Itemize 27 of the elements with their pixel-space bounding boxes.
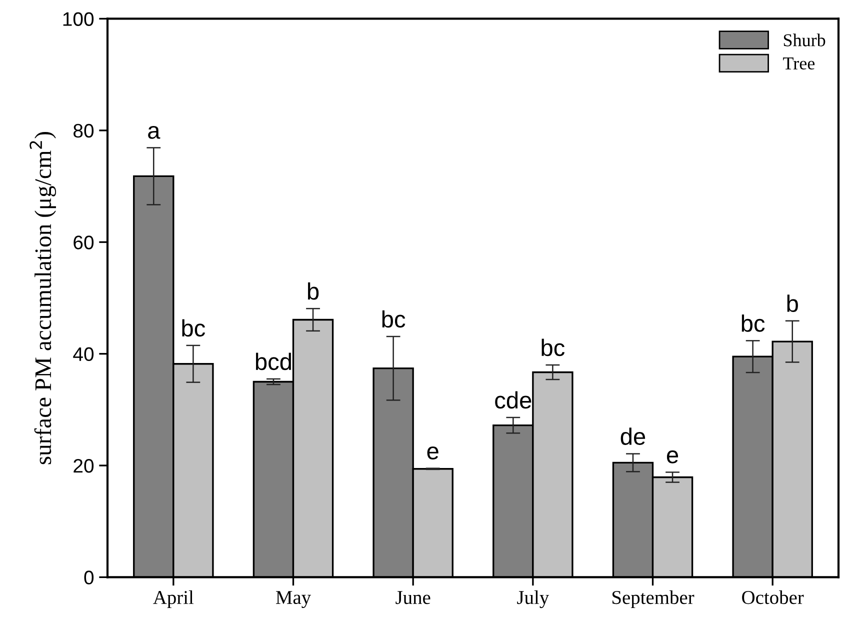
x-tick-label: April: [153, 590, 194, 608]
annotation: cde: [495, 391, 532, 409]
annotation: de: [620, 428, 646, 445]
annotation: a: [148, 126, 160, 139]
y-tick-label: 60: [74, 236, 94, 250]
y-tick-label: 20: [74, 458, 94, 473]
annotation: bcd: [256, 352, 291, 370]
annotation: bc: [182, 319, 206, 337]
x-tick-label: May: [276, 591, 311, 608]
x-tick-label: September: [612, 590, 694, 608]
annotation: b: [787, 294, 798, 312]
legend-label: Tree: [783, 58, 815, 70]
annotation: b: [308, 282, 319, 300]
annotation: e: [427, 446, 438, 460]
annotation: bc: [382, 310, 406, 328]
y-tick-label: 0: [84, 570, 94, 584]
x-tick-label: June: [396, 591, 430, 604]
y-tick-label: 80: [74, 124, 94, 138]
legend-label: Shurb: [784, 34, 826, 46]
y-tick-label: 40: [73, 347, 94, 362]
y-axis-title: surface PM accumulation (μg/cm$^{2}$): [30, 132, 56, 464]
x-tick-label: July: [517, 590, 550, 608]
x-tick-label: October: [742, 590, 804, 604]
annotation: bc: [542, 338, 565, 356]
annotation: e: [666, 450, 678, 464]
annotation: bc: [742, 314, 765, 332]
y-tick-label: 100: [63, 12, 94, 26]
